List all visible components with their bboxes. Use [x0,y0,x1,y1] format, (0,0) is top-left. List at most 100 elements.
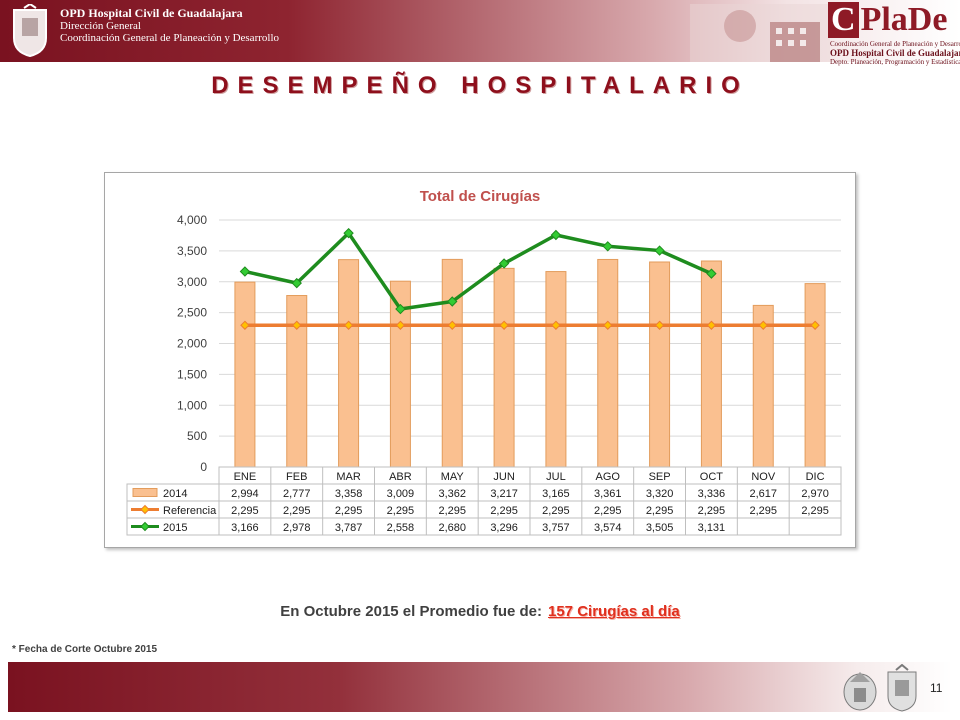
footer-band [8,662,952,712]
hospital-building-image [690,4,830,62]
data-label: 3,757 [542,522,570,534]
point-referencia [499,320,509,330]
table-row [126,517,842,536]
x-tick-label: JUN [493,471,514,483]
line-2015 [244,231,713,311]
x-tick-label: OCT [700,471,724,483]
hospital-crest-icon-footer [887,664,917,712]
coplade-logo: C PlaDe Coordinación General de Planeació… [828,1,960,66]
data-label: 3,505 [646,522,674,534]
y-tick-label: 1,500 [177,367,207,381]
coplade-logo-text: PlaDe [860,1,948,38]
y-tick-label: 4,000 [177,213,207,227]
point-2015 [343,227,354,239]
point-2015 [395,303,406,315]
summary-highlight: 157 Cirugías al día [548,603,680,620]
point-2015 [654,245,665,256]
x-tick-label: NOV [751,471,776,483]
data-label: 2,970 [801,488,829,500]
x-tick-label: FEB [286,471,307,483]
point-2015 [706,268,717,279]
data-label: 2,295 [594,505,622,517]
data-label: 2,295 [646,505,674,517]
legend-marker-2015 [140,521,150,532]
hospital-crest-icon [13,4,47,58]
data-label: 2,295 [490,505,518,517]
data-label: 2,295 [801,505,829,517]
x-tick-label: ENE [234,471,257,483]
coplade-sub1: Coordinación General de Planeación y Des… [830,40,960,48]
point-2015 [447,296,458,307]
data-label: 2,777 [283,488,311,500]
coplade-sub2: OPD Hospital Civil de Guadalajara [830,48,960,58]
data-label: 2,295 [231,505,259,517]
bar-2014-mar [338,259,360,468]
data-label: 3,009 [387,488,415,500]
data-label: 3,574 [594,522,622,534]
bar-2014-jun [493,267,515,468]
header-org-line2: Dirección General [60,20,141,32]
y-tick-label: 3,500 [177,244,207,258]
y-tick-label: 1,000 [177,398,207,412]
summary-text: En Octubre 2015 el Promedio fue de: [280,603,542,620]
page-title: DESEMPEÑO HOSPITALARIO [211,72,749,99]
y-tick-label: 2,000 [177,337,207,351]
legend-entry: 2014 [163,488,187,500]
bar-2014-ago [597,258,619,468]
page-number: 11 [930,681,943,695]
data-label: 3,296 [490,522,518,534]
point-referencia [292,320,302,330]
legend-entry: Referencia [163,505,217,517]
point-referencia [395,320,406,330]
point-referencia [343,320,354,330]
y-tick-label: 500 [187,429,207,443]
coplade-logo-initial: C [828,2,859,38]
data-label: 2,295 [438,505,466,517]
data-label: 2,295 [335,505,363,517]
footnote: * Fecha de Corte Octubre 2015 [12,644,158,655]
data-label: 3,165 [542,488,570,500]
header-org-text: OPD Hospital Civil de Guadalajara Direcc… [60,6,279,44]
chart-container: Total de Cirugías 0 500 1,000 1,500 2,000 2,50… [104,172,856,548]
point-referencia [603,320,613,330]
data-label: 2,295 [283,505,311,517]
x-tick-label: MAY [441,471,465,483]
bar-2014-sep [649,261,671,468]
bar-2014-ene [234,281,256,468]
legend-entry: 2015 [163,522,187,534]
header-org-line1: OPD Hospital Civil de Guadalajara [60,6,243,20]
x-tick-label: MAR [336,471,361,483]
coplade-sub3: Depto. Planeación, Programación y Estadí… [830,58,960,66]
data-label: 3,361 [594,488,622,500]
point-2015 [602,241,613,252]
legend-marker-referencia [140,504,150,515]
x-tick-label: ABR [389,471,412,483]
data-label: 2,295 [387,505,415,517]
x-tick-label: SEP [649,471,671,483]
data-label: 2,295 [749,505,777,517]
bar-2014-dic [804,283,826,468]
header-org-line3: Coordinación General de Planeación y Des… [60,32,280,44]
data-label: 3,166 [231,522,259,534]
data-label: 2,617 [749,488,777,500]
data-label: 3,320 [646,488,674,500]
point-referencia [447,320,457,330]
data-label: 3,336 [698,488,726,500]
data-label: 2,978 [283,522,311,534]
data-label: 2,558 [387,522,415,534]
chart-title: Total de Cirugías [420,188,541,205]
university-crest-icon [843,672,877,711]
surgeries-chart: Total de Cirugías 0 500 1,000 1,500 2,000 2,50… [126,188,842,536]
data-label: 3,217 [490,488,518,500]
legend-key-2014 [132,488,158,497]
point-referencia [654,320,665,330]
bar-2014-may [441,258,463,468]
data-label: 3,358 [335,488,363,500]
summary-line: En Octubre 2015 el Promedio fue de: 157 C… [0,603,960,620]
data-label: 3,131 [698,522,726,534]
point-referencia [240,320,250,330]
data-label: 2,295 [542,505,570,517]
data-label: 3,362 [438,488,466,500]
x-tick-label: DIC [806,471,825,483]
point-referencia [706,320,717,330]
